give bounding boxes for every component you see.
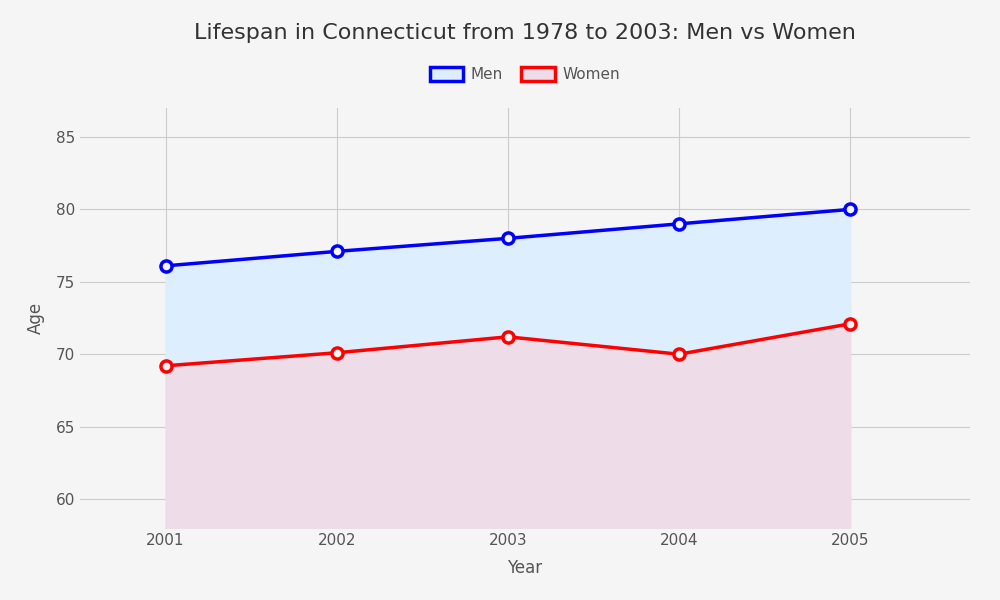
Y-axis label: Age: Age xyxy=(27,302,45,334)
Title: Lifespan in Connecticut from 1978 to 2003: Men vs Women: Lifespan in Connecticut from 1978 to 200… xyxy=(194,23,856,43)
X-axis label: Year: Year xyxy=(507,559,543,577)
Legend: Men, Women: Men, Women xyxy=(424,61,626,88)
